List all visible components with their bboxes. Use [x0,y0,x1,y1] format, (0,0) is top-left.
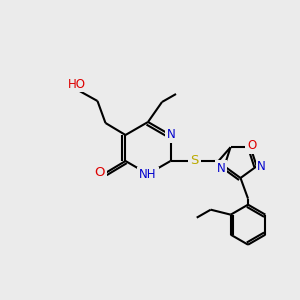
Text: HO: HO [68,77,85,91]
Text: S: S [190,154,199,167]
Text: O: O [94,167,105,179]
Text: N: N [217,162,226,175]
Text: N: N [167,128,176,142]
Text: O: O [247,139,256,152]
Text: NH: NH [139,169,157,182]
Text: N: N [257,160,266,173]
